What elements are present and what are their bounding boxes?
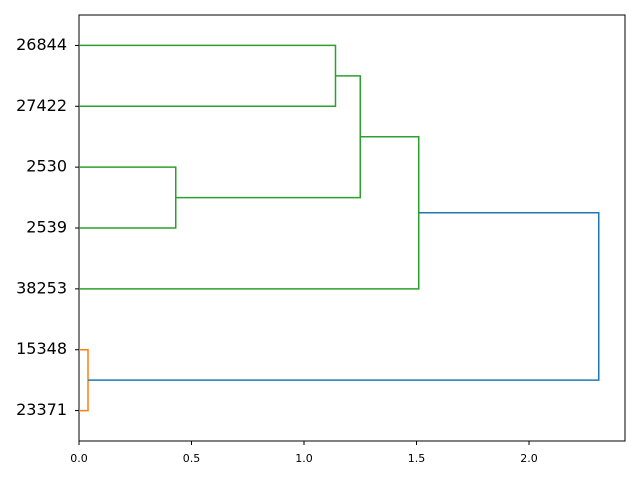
leaf-label: 23371 <box>16 400 67 419</box>
leaf-label: 2539 <box>26 218 67 237</box>
link <box>79 166 177 229</box>
x-tick-label: 1.5 <box>408 452 426 465</box>
link <box>79 44 337 108</box>
leaf-label: 38253 <box>16 278 67 297</box>
x-tick-label: 2.0 <box>520 452 538 465</box>
link <box>87 212 600 381</box>
x-tick-label: 0.5 <box>183 452 201 465</box>
leaf-label: 15348 <box>16 339 67 358</box>
link <box>79 135 420 290</box>
leaf-label: 2530 <box>26 157 67 176</box>
x-tick-label: 0.0 <box>70 452 88 465</box>
x-tick-label: 1.0 <box>295 452 313 465</box>
leaf-label: 26844 <box>16 35 67 54</box>
link <box>79 348 89 412</box>
link <box>175 75 361 199</box>
leaf-label: 27422 <box>16 96 67 115</box>
